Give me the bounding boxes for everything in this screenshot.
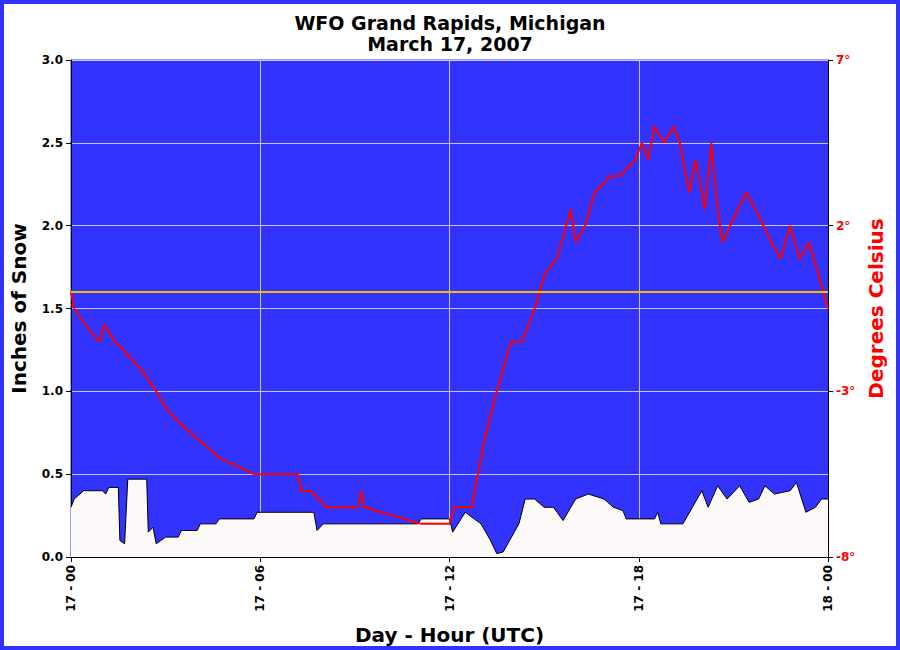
- svg-text:2.0: 2.0: [42, 219, 63, 233]
- svg-text:March 17, 2007: March 17, 2007: [367, 33, 533, 55]
- svg-text:Day - Hour (UTC): Day - Hour (UTC): [355, 623, 544, 647]
- svg-text:-8°: -8°: [836, 550, 855, 564]
- svg-text:17 - 00: 17 - 00: [64, 565, 78, 612]
- svg-text:18 - 00: 18 - 00: [821, 565, 835, 612]
- svg-text:2°: 2°: [836, 219, 850, 233]
- svg-text:-3°: -3°: [836, 384, 855, 398]
- svg-text:17 - 12: 17 - 12: [443, 565, 457, 612]
- svg-text:7°: 7°: [836, 53, 850, 67]
- svg-text:2.5: 2.5: [42, 136, 63, 150]
- svg-text:Inches of Snow: Inches of Snow: [7, 223, 31, 393]
- svg-text:0.5: 0.5: [42, 467, 63, 481]
- svg-text:1.0: 1.0: [42, 384, 63, 398]
- svg-text:0.0: 0.0: [42, 550, 63, 564]
- svg-text:Degrees Celsius: Degrees Celsius: [864, 218, 888, 398]
- svg-text:3.0: 3.0: [42, 53, 63, 67]
- svg-text:17 - 18: 17 - 18: [632, 565, 646, 612]
- svg-text:WFO Grand Rapids, Michigan: WFO Grand Rapids, Michigan: [294, 12, 605, 34]
- svg-text:17 - 06: 17 - 06: [253, 565, 267, 612]
- svg-text:1.5: 1.5: [42, 302, 63, 316]
